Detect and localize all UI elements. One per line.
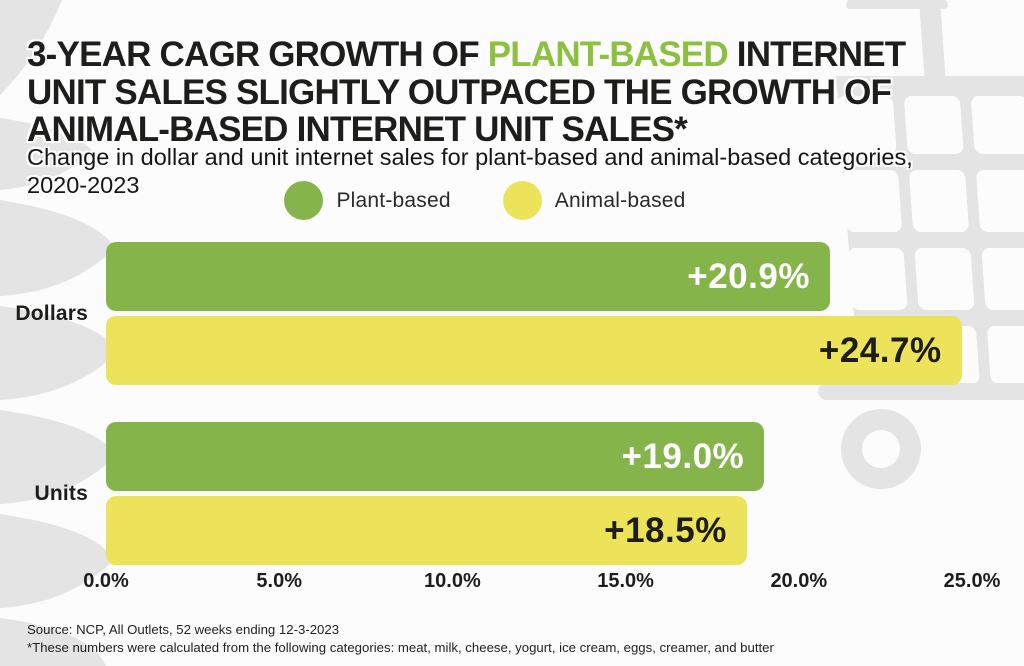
legend-item-animal-based: Animal-based xyxy=(502,181,686,220)
category-label: Dollars xyxy=(15,301,88,325)
title-highlight: PLANT-BASED xyxy=(487,35,729,75)
chart-legend: Plant-based Animal-based xyxy=(0,181,997,220)
bar-chart: Dollars +20.9% +24.7% Units +19.0% +18.5% xyxy=(0,242,972,565)
x-tick-label: 5.0% xyxy=(256,570,302,592)
page-title: 3-YEAR CAGR GROWTH OF PLANT-BASED INTERN… xyxy=(27,36,997,147)
x-tick-label: 25.0% xyxy=(943,570,1001,592)
x-axis: 0.0% 5.0% 10.0% 15.0% 20.0% 25.0% xyxy=(83,570,1000,598)
legend-label: Animal-based xyxy=(554,188,686,212)
bar-plant-based-dollars: +20.9% xyxy=(106,242,830,311)
legend-label: Plant-based xyxy=(336,188,451,212)
title-line-2: UNIT SALES SLIGHTLY OUTPACED THE GROWTH … xyxy=(27,72,892,112)
x-tick-label: 20.0% xyxy=(770,570,828,592)
footer-notes: Source: NCP, All Outlets, 52 weeks endin… xyxy=(27,621,987,658)
x-tick-label: 15.0% xyxy=(597,570,654,592)
title-line-1: 3-YEAR CAGR GROWTH OF PLANT-BASED INTERN… xyxy=(27,35,906,75)
bar-animal-based-units: +18.5% xyxy=(106,496,747,565)
bar-group-units: Units +19.0% +18.5% xyxy=(0,422,972,565)
x-tick-label: 0.0% xyxy=(83,570,129,592)
category-label: Units xyxy=(34,481,88,505)
subtitle-line-1: Change in dollar and unit internet sales… xyxy=(27,143,913,170)
legend-dot-animal-based xyxy=(502,181,542,220)
bar-value-label: +24.7% xyxy=(818,330,942,370)
bar-value-label: +18.5% xyxy=(604,510,727,550)
footnote: *These numbers were calculated from the … xyxy=(27,640,774,656)
legend-item-plant-based: Plant-based xyxy=(284,181,451,220)
title-line-3: ANIMAL-BASED INTERNET UNIT SALES* xyxy=(27,109,688,149)
bar-group-dollars: Dollars +20.9% +24.7% xyxy=(0,242,972,385)
source-note: Source: NCP, All Outlets, 52 weeks endin… xyxy=(27,622,340,637)
x-tick-label: 10.0% xyxy=(424,570,481,592)
bar-plant-based-units: +19.0% xyxy=(106,422,765,491)
bar-value-label: +20.9% xyxy=(687,256,810,296)
bar-animal-based-dollars: +24.7% xyxy=(106,316,962,385)
bar-value-label: +19.0% xyxy=(621,436,745,476)
legend-dot-plant-based xyxy=(284,181,324,220)
